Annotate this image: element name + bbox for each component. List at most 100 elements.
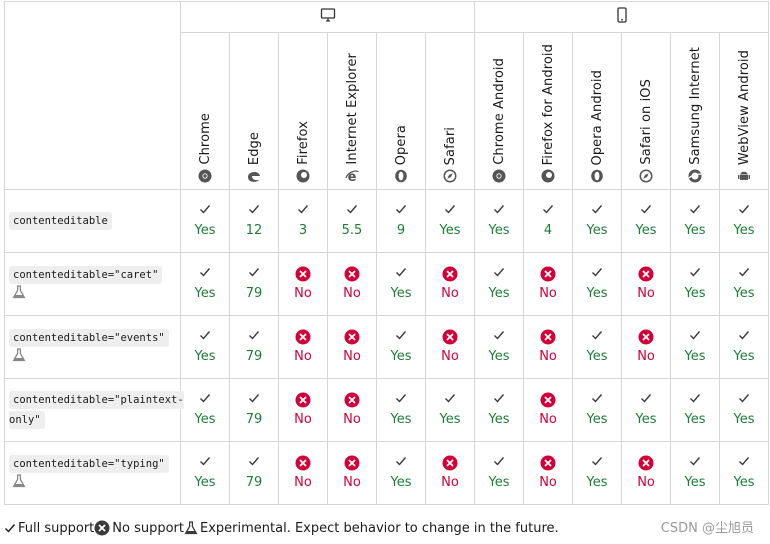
support-cell-yes[interactable]: Yes	[719, 315, 770, 379]
support-cell-no[interactable]: No	[621, 315, 672, 379]
feature-code[interactable]: contenteditable	[9, 212, 112, 230]
support-cell-yes[interactable]: 79	[229, 441, 279, 505]
support-cell-yes[interactable]: Yes	[572, 441, 623, 505]
support-cell-yes[interactable]: Yes	[719, 378, 770, 442]
check-icon	[377, 329, 425, 347]
watermark: CSDN @尘旭员	[660, 521, 754, 536]
check-icon	[5, 524, 16, 533]
check-icon	[230, 266, 278, 284]
feature-code[interactable]: contenteditable="events"	[9, 329, 169, 347]
support-cell-yes[interactable]: Yes	[474, 378, 525, 442]
support-cell-yes[interactable]: Yes	[719, 189, 770, 253]
support-cell-yes[interactable]: 4	[523, 189, 574, 253]
support-cell-yes[interactable]: Yes	[670, 189, 721, 253]
support-cell-no[interactable]: No	[424, 252, 476, 316]
compat-table-container: Chrome Edge Firefox Internet Explorer e Opera…	[4, 1, 770, 505]
check-icon	[230, 392, 278, 410]
support-cell-yes[interactable]: Yes	[670, 378, 721, 442]
no-support-icon	[622, 266, 670, 284]
support-cell-yes[interactable]: Yes	[424, 189, 476, 253]
samsung-internet-icon	[688, 169, 702, 183]
flask-icon	[184, 521, 198, 535]
support-value: 79	[245, 475, 263, 490]
support-cell-yes[interactable]: Yes	[376, 378, 426, 442]
support-cell-yes[interactable]: 79	[229, 252, 279, 316]
support-cell-yes[interactable]: Yes	[670, 315, 721, 379]
support-cell-yes[interactable]: Yes	[474, 315, 525, 379]
support-cell-yes[interactable]: Yes	[376, 252, 426, 316]
support-value: No	[441, 349, 459, 364]
support-cell-yes[interactable]: Yes	[376, 315, 426, 379]
support-cell-yes[interactable]: Yes	[719, 441, 770, 505]
feature-name-cell: contenteditable="typing"	[4, 441, 181, 505]
support-cell-no[interactable]: No	[523, 252, 574, 316]
support-cell-yes[interactable]: 9	[376, 189, 426, 253]
support-cell-no[interactable]: No	[327, 315, 377, 379]
support-cell-no[interactable]: No	[621, 441, 672, 505]
browser-name: Samsung Internet	[687, 47, 703, 165]
support-cell-no[interactable]: No	[424, 315, 476, 379]
support-value: Yes	[390, 286, 412, 301]
support-cell-yes[interactable]: Yes	[572, 378, 623, 442]
check-icon	[720, 203, 768, 221]
support-cell-yes[interactable]: Yes	[424, 378, 476, 442]
browser-header: Chrome Android	[474, 32, 525, 190]
browser-header: Chrome	[180, 32, 230, 190]
support-value: Yes	[684, 412, 706, 427]
support-cell-yes[interactable]: Yes	[180, 189, 230, 253]
support-cell-yes[interactable]: Yes	[572, 315, 623, 379]
support-cell-yes[interactable]: 79	[229, 378, 279, 442]
support-cell-yes[interactable]: Yes	[180, 441, 230, 505]
support-cell-yes[interactable]: Yes	[719, 252, 770, 316]
support-cell-yes[interactable]: 12	[229, 189, 279, 253]
support-cell-yes[interactable]: 3	[278, 189, 328, 253]
support-cell-yes[interactable]: Yes	[572, 189, 623, 253]
check-icon	[671, 203, 719, 221]
support-cell-no[interactable]: No	[621, 252, 672, 316]
support-cell-no[interactable]: No	[278, 441, 328, 505]
no-support-icon	[328, 392, 376, 410]
check-icon	[622, 392, 670, 410]
support-cell-yes[interactable]: Yes	[670, 252, 721, 316]
support-cell-no[interactable]: No	[424, 441, 476, 505]
support-value: No	[294, 349, 312, 364]
support-cell-no[interactable]: No	[327, 378, 377, 442]
support-cell-no[interactable]: No	[278, 378, 328, 442]
support-cell-yes[interactable]: Yes	[572, 252, 623, 316]
support-value: Yes	[586, 286, 608, 301]
support-value: Yes	[439, 412, 461, 427]
browser-name: Safari on iOS	[638, 79, 654, 165]
support-cell-yes[interactable]: 5.5	[327, 189, 377, 253]
check-icon	[377, 203, 425, 221]
support-cell-yes[interactable]: Yes	[180, 252, 230, 316]
support-cell-yes[interactable]: Yes	[180, 378, 230, 442]
feature-name-cell: contenteditable="plaintext-only"	[4, 378, 184, 442]
support-cell-yes[interactable]: Yes	[621, 378, 672, 442]
support-cell-no[interactable]: No	[278, 252, 328, 316]
feature-code[interactable]: contenteditable="typing"	[9, 455, 169, 473]
support-value: No	[539, 349, 557, 364]
support-cell-no[interactable]: No	[278, 315, 328, 379]
support-cell-yes[interactable]: Yes	[670, 441, 721, 505]
support-cell-no[interactable]: No	[523, 315, 574, 379]
feature-row: contenteditable="plaintext-only" Yes 79 No N…	[4, 378, 770, 442]
support-cell-yes[interactable]: Yes	[474, 252, 525, 316]
support-cell-yes[interactable]: Yes	[621, 189, 672, 253]
support-cell-yes[interactable]: 79	[229, 315, 279, 379]
support-cell-yes[interactable]: Yes	[474, 441, 525, 505]
support-cell-yes[interactable]: Yes	[376, 441, 426, 505]
no-support-icon	[426, 329, 474, 347]
support-value: Yes	[586, 223, 608, 238]
support-value: Yes	[684, 286, 706, 301]
support-cell-no[interactable]: No	[327, 252, 377, 316]
support-value: No	[637, 475, 655, 490]
feature-code[interactable]: contenteditable="plaintext-only"	[9, 391, 184, 429]
feature-code[interactable]: contenteditable="caret"	[9, 266, 163, 284]
support-cell-yes[interactable]: Yes	[180, 315, 230, 379]
support-cell-no[interactable]: No	[327, 441, 377, 505]
support-value: No	[294, 475, 312, 490]
support-cell-no[interactable]: No	[523, 441, 574, 505]
support-cell-yes[interactable]: Yes	[474, 189, 525, 253]
browser-header: Firefox for Android	[523, 32, 574, 190]
support-cell-no[interactable]: No	[523, 378, 574, 442]
